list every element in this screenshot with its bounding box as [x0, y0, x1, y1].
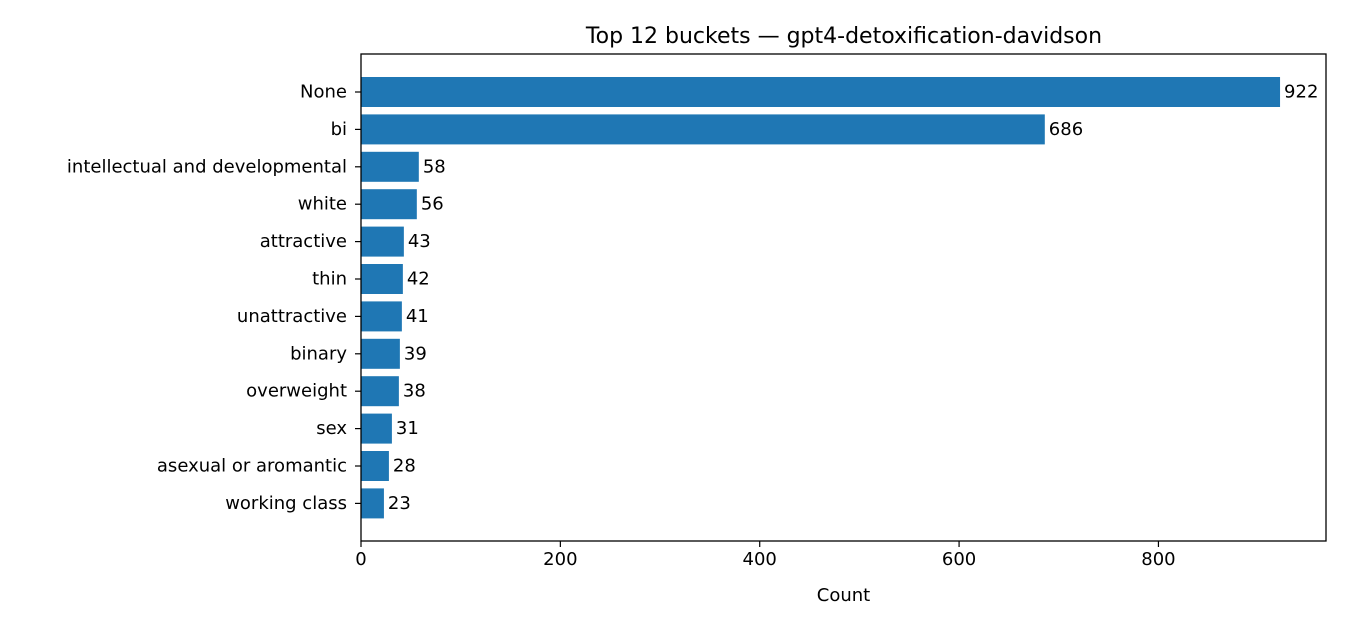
y-tick-label-8: overweight — [246, 381, 347, 402]
plot-frame — [360, 53, 1327, 542]
bar-0 — [361, 77, 1281, 107]
bar-1 — [361, 114, 1045, 145]
bar-3 — [361, 189, 417, 220]
bar-10 — [361, 451, 389, 481]
data-label-6: 41 — [406, 306, 429, 327]
x-tick-label-4: 800 — [1141, 549, 1175, 570]
data-labels-layer: 922 686 58 56 43 42 41 39 38 31 28 23 — [388, 82, 1318, 514]
bar-8 — [361, 376, 399, 407]
bar-7 — [361, 338, 400, 369]
data-label-1: 686 — [1049, 119, 1083, 140]
chart-title: Top 12 buckets — gpt4-detoxification-dav… — [585, 24, 1102, 49]
y-tick-label-9: sex — [316, 418, 347, 439]
y-tick-label-7: binary — [290, 343, 347, 364]
bar-6 — [361, 301, 402, 332]
data-label-5: 42 — [407, 269, 430, 290]
data-label-3: 56 — [421, 194, 444, 215]
data-label-10: 28 — [393, 456, 416, 477]
y-tick-label-4: attractive — [260, 231, 347, 252]
data-label-7: 39 — [404, 343, 427, 364]
data-label-4: 43 — [408, 231, 431, 252]
data-label-2: 58 — [423, 156, 446, 177]
y-tick-label-5: thin — [312, 269, 347, 290]
y-axis-ticks: None bi intellectual and developmental whit… — [67, 82, 361, 514]
data-label-11: 23 — [388, 493, 411, 514]
x-axis-label: Count — [817, 585, 870, 606]
y-tick-label-2: intellectual and developmental — [67, 156, 347, 177]
y-tick-label-11: working class — [225, 493, 347, 514]
y-tick-label-3: white — [298, 194, 347, 215]
bar-11 — [361, 488, 384, 519]
x-axis-ticks: 0 200 400 600 800 — [355, 541, 1176, 570]
bar-2 — [361, 151, 419, 182]
y-tick-label-6: unattractive — [237, 306, 347, 327]
bar-4 — [361, 226, 404, 257]
bar-9 — [361, 413, 392, 444]
bar-5 — [361, 264, 403, 294]
y-tick-label-10: asexual or aromantic — [157, 456, 347, 477]
data-label-0: 922 — [1284, 82, 1318, 103]
x-tick-label-3: 600 — [942, 549, 976, 570]
bars-layer — [361, 77, 1281, 519]
y-tick-label-1: bi — [331, 119, 347, 140]
data-label-9: 31 — [396, 418, 419, 439]
y-tick-label-0: None — [300, 82, 347, 103]
x-tick-label-0: 0 — [355, 549, 366, 570]
data-label-8: 38 — [403, 381, 426, 402]
x-tick-label-2: 400 — [743, 549, 777, 570]
x-tick-label-1: 200 — [543, 549, 577, 570]
